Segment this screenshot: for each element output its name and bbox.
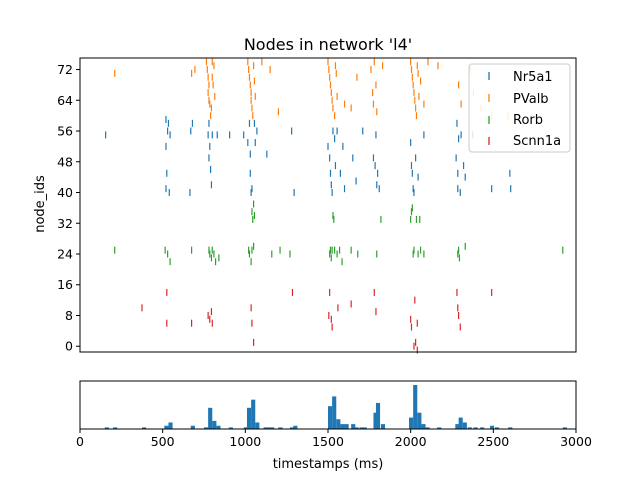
histogram-bar <box>359 427 364 429</box>
histogram-bar <box>375 402 381 429</box>
histogram-bar <box>362 427 367 429</box>
histogram-bar <box>216 425 221 429</box>
x-ticks: 0 500 1000 1500 2000 2500 3000 <box>76 429 592 449</box>
histogram-bar <box>340 424 345 429</box>
histogram-bar <box>417 412 422 429</box>
legend-label-nr5a1: Nr5a1 <box>513 70 553 85</box>
histogram-bar <box>266 427 271 429</box>
y-tick-label: 64 <box>57 93 73 108</box>
histogram-bar <box>409 417 414 429</box>
x-tick-label: 3000 <box>560 434 592 449</box>
x-tick-label: 2000 <box>395 434 427 449</box>
histogram-bar <box>332 396 337 429</box>
histogram-bar <box>289 427 295 429</box>
x-tick-label: 500 <box>151 434 175 449</box>
x-axis-label: timestamps (ms) <box>273 457 384 472</box>
histogram-bar <box>278 427 283 429</box>
histogram-bar <box>328 406 333 429</box>
y-tick-label: 56 <box>57 124 73 139</box>
histogram-bars <box>104 385 567 429</box>
histogram-bar <box>113 427 118 429</box>
histogram-bar <box>246 407 252 429</box>
x-tick-label: 1500 <box>312 434 344 449</box>
histogram-bar <box>413 385 418 429</box>
histogram-bar <box>462 422 467 429</box>
y-tick-label: 48 <box>57 154 73 169</box>
histogram-bar <box>508 427 513 429</box>
y-tick-label: 8 <box>65 308 73 323</box>
legend-label-pvalb: PValb <box>513 92 549 107</box>
legend-label-rorb: Rorb <box>513 113 543 128</box>
histogram-bar <box>373 412 378 429</box>
legend: Nr5a1 PValb Rorb Scnn1a <box>468 63 571 153</box>
histogram-bar <box>251 399 256 429</box>
y-tick-label: 32 <box>57 216 73 231</box>
chart-title: Nodes in network 'l4' <box>244 35 412 54</box>
legend-label-scnn1a: Scnn1a <box>513 134 561 149</box>
legend-box <box>468 63 571 153</box>
histogram-bar <box>437 427 442 429</box>
histogram-bar <box>255 422 260 429</box>
histogram-bar <box>293 425 298 429</box>
histogram-bar <box>270 427 275 429</box>
raster-axes-frame <box>79 57 577 353</box>
histogram-bar <box>562 427 567 429</box>
histogram-bar <box>455 424 460 429</box>
histogram-bar <box>425 427 430 429</box>
y-tick-label: 72 <box>57 62 73 77</box>
y-axis-label: node_ids <box>33 175 48 233</box>
histogram-bar <box>104 427 109 429</box>
histogram-bar <box>480 427 485 429</box>
histogram-bar <box>228 427 233 429</box>
y-ticks: 0 8 16 24 32 40 48 56 64 72 <box>57 62 80 354</box>
histogram-bar <box>473 427 478 429</box>
histogram-bar <box>336 419 341 429</box>
histogram-bar <box>421 424 426 429</box>
histogram-bar <box>351 424 356 429</box>
histogram-bar <box>164 425 169 429</box>
histogram-bar <box>168 422 173 429</box>
histogram-bar <box>458 417 463 429</box>
x-tick-label: 1000 <box>229 434 261 449</box>
histogram-bar <box>380 424 386 429</box>
histogram-bar <box>467 427 472 429</box>
histogram-bar <box>490 425 495 429</box>
y-tick-label: 24 <box>57 247 73 262</box>
y-tick-label: 0 <box>65 339 73 354</box>
histogram-bar <box>212 420 217 429</box>
histogram-bar <box>263 427 268 429</box>
raster-plot: Nodes in network 'l4' node_ids 0 8 16 24 32 4… <box>33 35 577 354</box>
histogram-bar <box>243 427 248 429</box>
histogram-bar <box>142 427 147 429</box>
histogram-bar <box>190 425 195 429</box>
x-tick-label: 2500 <box>477 434 509 449</box>
histogram-bar <box>204 427 209 429</box>
x-tick-label: 0 <box>76 434 84 449</box>
histogram-bar <box>344 424 349 429</box>
histogram-bar <box>354 427 359 429</box>
histogram-bar <box>208 407 213 429</box>
histogram-bar <box>494 427 500 429</box>
histogram-plot: 0 500 1000 1500 2000 2500 3000 timestamps (ms) <box>76 380 592 472</box>
y-tick-label: 16 <box>57 277 73 292</box>
y-tick-label: 40 <box>57 185 73 200</box>
